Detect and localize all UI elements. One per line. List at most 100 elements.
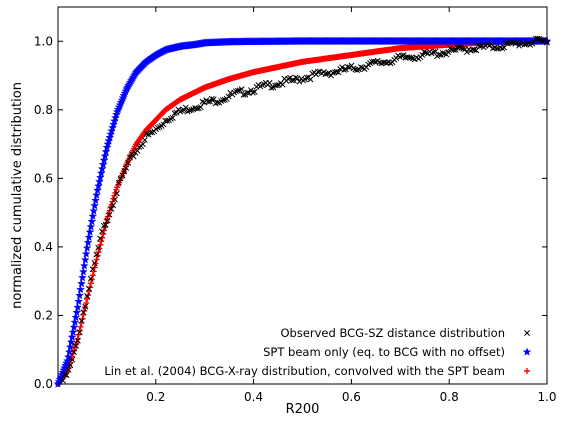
data-point	[70, 317, 80, 327]
data-point	[315, 68, 321, 75]
data-point	[59, 377, 66, 384]
plot-area	[53, 6, 552, 388]
data-point	[87, 275, 94, 282]
data-point	[80, 311, 87, 318]
data-point	[65, 342, 75, 351]
data-point	[90, 268, 97, 275]
data-point	[69, 356, 76, 363]
data-point	[80, 255, 90, 264]
data-point	[104, 217, 111, 224]
y-tick-label: 0.8	[34, 103, 53, 117]
data-point	[85, 227, 95, 236]
data-point	[71, 312, 81, 322]
data-point	[110, 202, 117, 209]
data-point	[406, 54, 413, 61]
data-point	[68, 327, 78, 337]
data-point	[88, 211, 98, 221]
x-tick-label: 0.2	[146, 390, 165, 404]
data-point	[463, 49, 470, 56]
data-point	[419, 52, 426, 58]
data-point	[398, 52, 405, 59]
data-point	[169, 114, 176, 121]
data-point	[84, 232, 94, 242]
data-point	[87, 280, 94, 287]
legend-marker	[524, 330, 530, 336]
data-point	[378, 60, 385, 67]
y-tick-label: 1.0	[34, 34, 53, 48]
data-point	[182, 104, 189, 111]
data-point	[322, 71, 329, 77]
legend-label: Observed BCG-SZ distance distribution	[280, 326, 505, 340]
data-point	[214, 99, 221, 106]
data-point	[274, 82, 280, 89]
data-point	[477, 43, 483, 50]
data-point	[423, 49, 429, 56]
data-point	[77, 323, 84, 330]
legend-label: SPT beam only (eq. to BCG with no offset…	[263, 345, 505, 359]
data-point	[493, 45, 500, 52]
x-tick-label: 0.6	[342, 390, 361, 404]
data-point	[439, 49, 446, 56]
data-point	[313, 71, 320, 78]
y-tick-label: 0.4	[34, 240, 53, 254]
data-point	[234, 87, 241, 94]
data-point	[121, 168, 128, 175]
data-point	[74, 337, 81, 344]
data-point	[344, 63, 351, 70]
data-point	[86, 285, 92, 292]
data-point	[106, 211, 113, 218]
data-point	[147, 129, 154, 136]
data-point	[240, 91, 247, 98]
data-point	[296, 78, 303, 85]
data-point	[72, 342, 79, 349]
data-point	[140, 141, 146, 148]
data-point	[249, 89, 256, 96]
data-point	[64, 352, 73, 361]
data-point	[80, 309, 87, 316]
data-point	[173, 109, 180, 116]
data-point	[251, 88, 258, 95]
data-point	[82, 243, 92, 252]
data-point	[400, 52, 407, 59]
data-point	[61, 371, 68, 378]
data-point	[207, 98, 213, 105]
x-tick-label: 0.8	[440, 390, 459, 404]
legend-marker	[524, 368, 530, 374]
data-point	[266, 79, 273, 86]
data-point	[97, 235, 104, 242]
data-point	[238, 86, 245, 93]
data-point	[329, 69, 336, 76]
data-point	[117, 175, 124, 182]
data-point	[92, 190, 101, 199]
data-point	[197, 104, 204, 111]
data-point	[87, 217, 97, 226]
data-point	[115, 179, 122, 186]
data-point	[339, 64, 346, 71]
y-tick-label: 0.0	[34, 377, 53, 391]
legend-marker	[522, 347, 532, 356]
data-point	[471, 46, 478, 53]
axis-ticks: 0.2 0.4 0.6 0.8 1.0 0.0 0.2 0.4 0.6 0.8 1.0	[34, 7, 557, 404]
data-point	[86, 222, 96, 231]
data-point	[164, 117, 171, 124]
data-point	[193, 105, 200, 112]
data-point	[71, 349, 78, 355]
data-point	[521, 41, 528, 48]
data-point	[84, 292, 91, 299]
data-point	[134, 147, 141, 154]
legend: Observed BCG-SZ distance distribution SPT…	[104, 326, 532, 378]
data-point	[287, 74, 294, 81]
data-point	[81, 249, 91, 258]
data-point	[73, 302, 83, 312]
data-point	[177, 108, 184, 115]
data-point	[409, 55, 416, 62]
data-point	[79, 261, 89, 270]
data-point	[64, 347, 74, 356]
data-point	[303, 74, 310, 81]
data-point	[78, 317, 85, 324]
data-point	[408, 54, 415, 61]
data-point	[333, 68, 340, 75]
data-point	[97, 241, 104, 248]
data-point	[456, 44, 463, 51]
series-0	[59, 35, 550, 384]
